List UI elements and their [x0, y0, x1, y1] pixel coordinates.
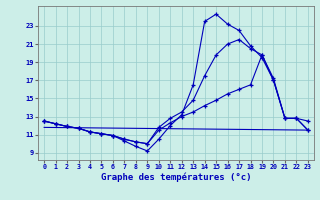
X-axis label: Graphe des températures (°c): Graphe des températures (°c) [101, 173, 251, 182]
